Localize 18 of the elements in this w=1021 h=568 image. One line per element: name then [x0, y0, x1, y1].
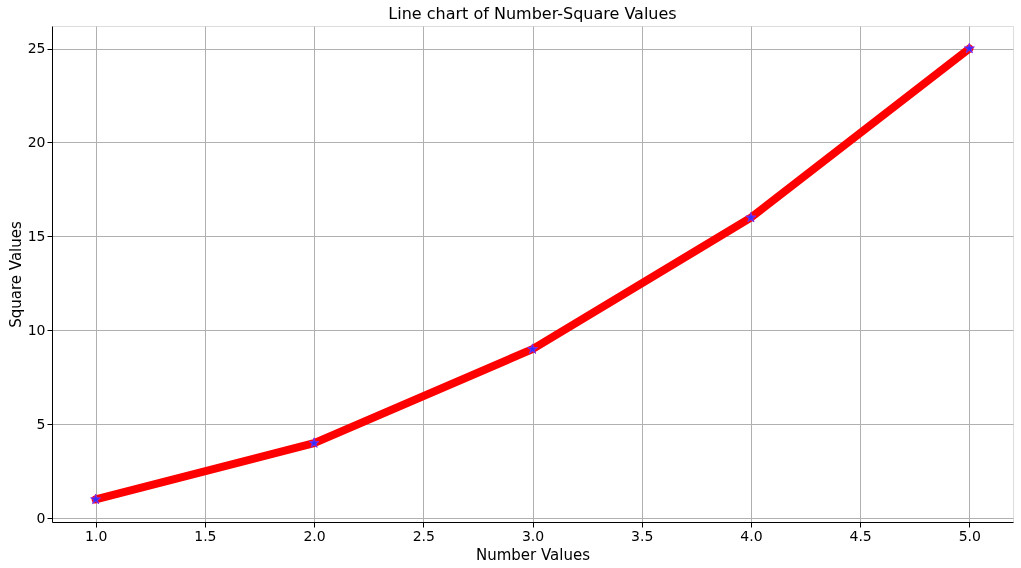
y-tick-label: 0 — [36, 509, 46, 526]
y-tick-label: 5 — [36, 415, 46, 432]
x-tick-label: 3.5 — [631, 527, 654, 544]
x-tick-label: 1.0 — [85, 527, 108, 544]
y-tick-label: 15 — [27, 227, 46, 244]
x-axis-title: Number Values — [475, 545, 591, 564]
y-tick-label: 20 — [27, 133, 46, 150]
x-tick-label: 2.0 — [303, 527, 326, 544]
y-tick-label: 25 — [27, 40, 46, 57]
x-tick-label: 5.0 — [958, 527, 981, 544]
x-tick-label: 1.5 — [194, 527, 217, 544]
x-tick-label: 4.5 — [849, 527, 872, 544]
y-axis-title: Square Values — [6, 221, 25, 328]
x-tick-label: 2.5 — [412, 527, 435, 544]
x-tick-label: 4.0 — [740, 527, 763, 544]
chart-title: Line chart of Number-Square Values — [388, 4, 677, 23]
x-tick-label: 3.0 — [521, 527, 545, 544]
y-tick-label: 10 — [27, 321, 46, 338]
